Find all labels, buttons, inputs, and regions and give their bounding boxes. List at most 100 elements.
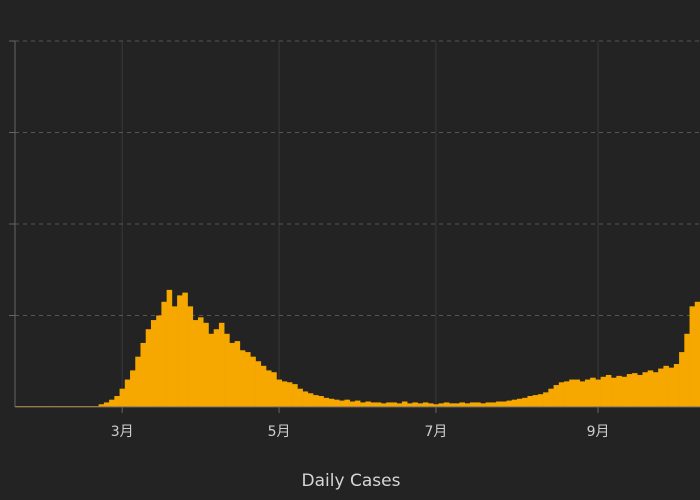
bar — [590, 377, 596, 407]
bar — [548, 388, 554, 407]
bar — [318, 396, 324, 407]
bar — [229, 342, 235, 407]
bar — [605, 374, 612, 407]
bar — [689, 306, 696, 407]
bar — [218, 322, 225, 407]
bar — [333, 399, 340, 407]
bar — [182, 292, 188, 407]
bar — [208, 333, 215, 407]
bar — [177, 295, 183, 407]
bar — [239, 350, 246, 407]
bar — [156, 315, 162, 407]
bar — [276, 379, 282, 407]
chart-title: Daily Cases — [302, 471, 401, 491]
x-tick-label: 5月 — [268, 424, 291, 440]
bar — [150, 320, 157, 407]
bar — [203, 322, 209, 407]
bar — [391, 402, 398, 407]
bar — [386, 402, 392, 407]
bar — [537, 394, 544, 407]
bar — [579, 381, 586, 407]
bar — [584, 379, 591, 407]
x-tick-label: 3月 — [111, 424, 134, 440]
bar — [611, 377, 617, 407]
bar — [449, 403, 455, 407]
bar — [130, 370, 136, 407]
bar — [198, 317, 204, 407]
bar — [381, 403, 387, 407]
bar — [354, 400, 361, 407]
bar — [417, 403, 424, 407]
bar — [114, 396, 120, 407]
bar — [281, 381, 288, 407]
bar — [558, 382, 565, 407]
bar — [684, 333, 690, 407]
bar — [109, 399, 115, 407]
bar — [522, 397, 528, 407]
bar — [245, 352, 251, 407]
bar — [516, 398, 523, 407]
bar — [166, 289, 173, 407]
bar — [145, 329, 152, 407]
bar — [454, 403, 460, 407]
bar — [286, 382, 293, 407]
bar — [140, 342, 147, 407]
bar — [506, 400, 513, 407]
bar — [271, 372, 277, 407]
bar — [171, 306, 178, 407]
bar — [98, 404, 105, 407]
bar — [302, 391, 309, 407]
x-tick-label: 7月 — [424, 424, 447, 440]
bar — [135, 356, 141, 407]
bar — [323, 397, 330, 407]
bar — [161, 301, 167, 407]
bar — [569, 379, 575, 407]
bar — [407, 403, 413, 407]
bar — [626, 374, 633, 407]
bar — [292, 384, 298, 407]
bar — [496, 401, 502, 407]
bar — [428, 403, 434, 407]
bar — [459, 402, 465, 407]
bar — [255, 361, 262, 407]
bar — [192, 320, 199, 407]
bar — [642, 372, 649, 407]
bar — [658, 368, 664, 407]
bar — [360, 402, 366, 407]
bar — [307, 393, 314, 407]
bar — [485, 402, 492, 407]
bar — [328, 398, 335, 407]
bar — [224, 333, 230, 407]
bar — [313, 395, 319, 407]
bar — [265, 370, 272, 407]
bar — [663, 365, 669, 407]
bar — [668, 367, 675, 407]
bar — [694, 301, 700, 407]
bar — [344, 399, 350, 407]
bar — [679, 352, 685, 407]
bar — [652, 372, 659, 407]
bar — [433, 404, 439, 407]
bar — [370, 402, 377, 407]
bar — [564, 381, 570, 407]
bar — [103, 402, 110, 407]
bar — [673, 363, 680, 407]
bar — [464, 403, 471, 407]
bar — [187, 306, 194, 407]
bar — [574, 379, 581, 407]
bar — [297, 388, 303, 407]
bar — [553, 385, 560, 407]
bar — [260, 365, 267, 407]
bar — [250, 356, 256, 407]
bar — [443, 402, 450, 407]
bar — [543, 392, 549, 407]
bar — [396, 403, 403, 407]
bar — [490, 402, 497, 407]
bar — [349, 401, 356, 407]
bar — [365, 401, 371, 407]
bar — [438, 403, 445, 407]
bar — [412, 402, 418, 407]
bar — [213, 329, 220, 407]
